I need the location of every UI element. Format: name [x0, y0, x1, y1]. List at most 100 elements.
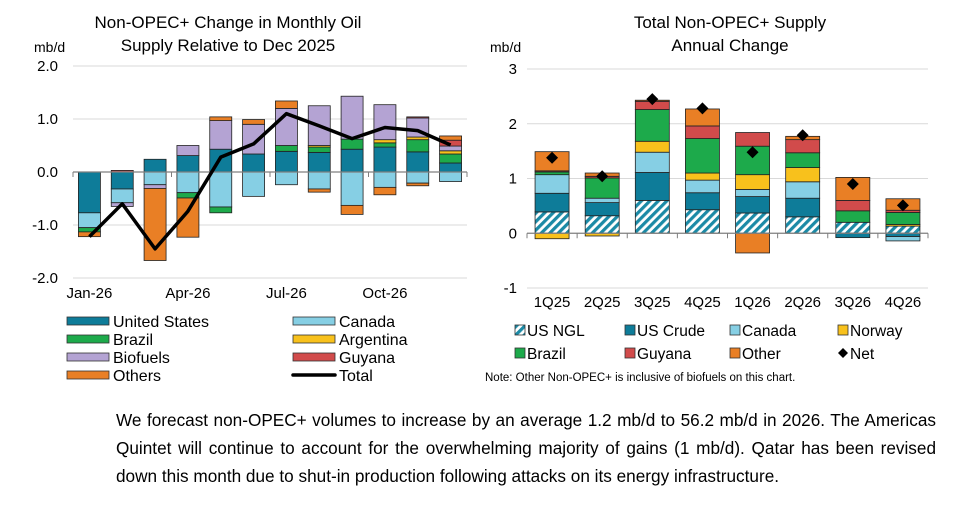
bar-segment-united-states: [110, 171, 134, 190]
total-line: [88, 111, 452, 251]
legend-item-norway: Norway: [837, 323, 903, 340]
legend-item-guyana: Guyana: [292, 350, 395, 367]
legend-label: Argentina: [339, 332, 408, 349]
legend-swatch: [292, 352, 336, 362]
legend-label: Total: [339, 368, 373, 385]
net-marker: [596, 170, 609, 183]
bar-segment-canada: [735, 189, 770, 197]
bar-segment-others: [373, 186, 397, 196]
legend-label: Guyana: [637, 346, 692, 363]
legend-label: Norway: [850, 323, 903, 340]
bar-segment-norway: [735, 174, 770, 190]
bar-segment-brazil: [439, 153, 462, 164]
bar-segment-norway: [685, 172, 720, 181]
legend-swatch: [292, 334, 336, 344]
bar-segment-brazil: [275, 145, 298, 152]
bar-segment-us-ngl: [785, 216, 821, 234]
bar-segment-us-ngl: [835, 221, 871, 234]
annual-change-chart: Total Non-OPEC+ Supply Annual Change mb/…: [485, 13, 929, 384]
legend-item-total: Total: [291, 368, 373, 385]
bar-segment-argentina: [439, 150, 462, 155]
bar-segment-biofuels: [143, 184, 167, 189]
bar-segment-us-ngl: [584, 215, 620, 234]
bar-segment-brazil: [835, 210, 871, 223]
bar-segment-canada: [176, 171, 200, 194]
net-marker: [746, 146, 759, 159]
x-tick-label: 3Q26: [834, 294, 871, 311]
legend-item-us-crude: US Crude: [624, 323, 705, 340]
y-tick-label: 2.0: [37, 58, 58, 75]
legend-item-us-ngl: US NGL: [514, 323, 585, 340]
legend-swatch: [729, 347, 741, 359]
right-title-line2: Annual Change: [671, 36, 788, 55]
x-tick-label: 2Q26: [784, 294, 821, 311]
bar-segment-brazil: [406, 139, 430, 153]
bar-segment-brazil: [534, 171, 570, 176]
bar-segment-others: [275, 100, 298, 109]
legend-swatch: [66, 316, 110, 326]
bar-segment-brazil: [634, 109, 670, 142]
bar-segment-brazil: [373, 142, 397, 148]
y-tick-label: 2: [509, 116, 517, 133]
bar-segment-us-crude: [735, 196, 770, 214]
right-note: Note: Other Non-OPEC+ is inclusive of bi…: [485, 372, 795, 384]
forecast-paragraph: We forecast non-OPEC+ volumes to increas…: [116, 410, 936, 486]
bar-segment-us-crude: [534, 192, 570, 213]
net-marker: [796, 129, 809, 142]
legend-swatch: [292, 316, 336, 326]
bar-segment-brazil: [685, 138, 720, 174]
y-tick-label: -1: [504, 280, 517, 297]
bar-segment-canada: [785, 181, 821, 199]
bar-segment-canada: [534, 174, 570, 194]
x-tick-label: Jan-26: [66, 285, 112, 302]
bar-segment-canada: [685, 179, 720, 194]
legend-label: United States: [113, 314, 209, 331]
legend-swatch: [729, 324, 741, 336]
legend-swatch: [514, 347, 526, 359]
bar-segment-other: [735, 232, 770, 254]
bar-segment-others: [242, 119, 265, 125]
bar-segment-norway: [785, 167, 821, 183]
left-title-line2: Supply Relative to Dec 2025: [121, 36, 336, 55]
bar-segment-canada: [634, 151, 670, 173]
legend-label: Biofuels: [113, 350, 170, 367]
x-tick-label: 2Q25: [584, 294, 621, 311]
bar-segment-others: [439, 135, 462, 141]
y-tick-label: 1: [509, 171, 517, 188]
left-y-unit: mb/d: [34, 39, 65, 55]
net-marker: [696, 102, 709, 115]
bar-segment-argentina: [373, 139, 397, 144]
bar-segment-others: [406, 182, 430, 187]
bar-segment-united-states: [373, 146, 397, 173]
right-title-line1: Total Non-OPEC+ Supply: [634, 13, 827, 32]
bar-segment-canada: [209, 171, 233, 208]
bar-segment-united-states: [275, 150, 298, 173]
bar-segment-brazil: [885, 212, 921, 225]
y-tick-label: 0: [509, 225, 517, 242]
net-marker: [646, 93, 659, 106]
bar-segment-brazil: [340, 138, 364, 150]
x-tick-label: 1Q25: [534, 294, 571, 311]
y-tick-label: 3: [509, 61, 517, 78]
bar-segment-us-crude: [835, 232, 871, 239]
bar-segment-canada: [110, 188, 134, 204]
right-y-unit: mb/d: [490, 39, 521, 55]
legend-item-guyana: Guyana: [624, 346, 692, 363]
x-tick-label: 1Q26: [734, 294, 771, 311]
legend-label: Canada: [339, 314, 395, 331]
legend-diamond-icon: [838, 348, 848, 358]
legend-swatch: [514, 324, 526, 336]
legend-swatch: [837, 324, 849, 336]
x-tick-label: 4Q26: [885, 294, 922, 311]
bar-segment-us-ngl: [534, 211, 570, 234]
bar-segment-canada: [373, 171, 397, 188]
bar-segment-us-ngl: [735, 212, 770, 234]
bar-segment-brazil: [785, 152, 821, 168]
net-marker: [546, 151, 559, 164]
bar-segment-canada: [242, 171, 265, 197]
legend-item-canada: Canada: [729, 323, 797, 340]
bar-segment-united-states: [439, 162, 462, 173]
x-tick-label: 4Q25: [684, 294, 721, 311]
bar-segment-biofuels: [373, 104, 397, 141]
bar-segment-norway: [634, 140, 670, 153]
